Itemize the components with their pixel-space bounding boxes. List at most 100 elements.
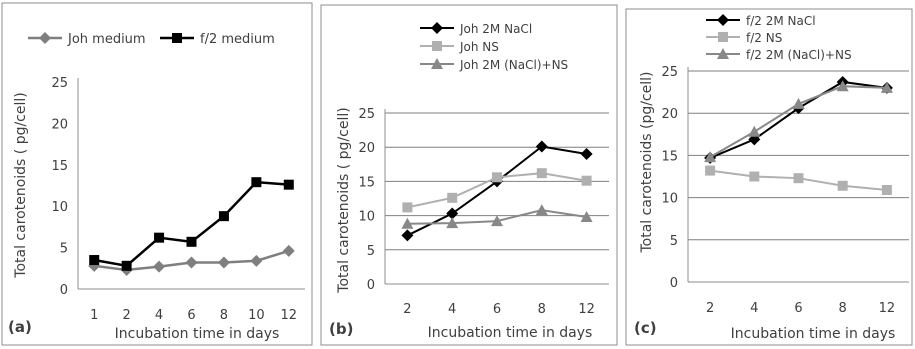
- y-tick-label: 20: [661, 107, 678, 122]
- data-point: [121, 260, 132, 271]
- y-tick-label: 20: [51, 117, 68, 132]
- data-point: [491, 215, 503, 227]
- data-point: [153, 260, 166, 273]
- data-point: [881, 185, 892, 196]
- y-tick-label: 10: [51, 200, 68, 215]
- x-tick-label: 12: [281, 308, 298, 323]
- legend-label: Joh 2M NaCl: [459, 22, 532, 36]
- x-tick-label: 6: [493, 302, 501, 317]
- x-tick-label: 8: [220, 308, 228, 323]
- data-point: [836, 80, 849, 92]
- y-tick-label: 0: [367, 278, 375, 293]
- data-point: [186, 236, 197, 247]
- y-tick-label: 5: [670, 234, 678, 249]
- data-point: [492, 172, 502, 183]
- legend-marker: [717, 48, 729, 59]
- data-point: [217, 256, 230, 269]
- x-tick-label: 8: [839, 301, 847, 316]
- y-tick-label: 0: [60, 283, 68, 298]
- data-point: [581, 175, 592, 186]
- data-point: [218, 211, 229, 222]
- data-point: [749, 171, 760, 182]
- data-point: [535, 140, 548, 153]
- legend-marker: [718, 32, 728, 42]
- legend-label: Joh medium: [67, 32, 146, 47]
- data-point: [705, 165, 716, 176]
- panel-label: (a): [8, 318, 32, 336]
- legend-marker: [39, 32, 51, 44]
- legend: Joh 2M NaCl Joh NS Joh 2M (NaCl)+NS: [420, 22, 568, 72]
- x-tick-label: 2: [123, 308, 131, 323]
- x-axis-title: Incubation time in days: [428, 325, 593, 341]
- legend-label: Joh NS: [459, 40, 499, 54]
- data-point: [446, 207, 459, 220]
- legend-marker: [432, 41, 442, 51]
- x-tick-label: 4: [750, 301, 758, 316]
- data-point: [154, 232, 165, 243]
- legend-marker: [717, 14, 729, 26]
- x-tick-label: 1: [90, 308, 98, 323]
- y-tick-label: 15: [358, 175, 375, 190]
- panel-frame: [320, 4, 618, 346]
- x-tick-label: 12: [578, 302, 595, 317]
- data-point: [401, 217, 414, 229]
- legend-label: f/2 NS: [746, 31, 782, 45]
- legend-label: Joh 2M (NaCl)+NS: [459, 58, 568, 72]
- data-point: [535, 204, 548, 216]
- legend: f/2 2M NaCl f/2 NS f/2 2M (NaCl)+NS: [706, 14, 852, 62]
- y-tick-label: 15: [661, 149, 678, 164]
- panel-frame: [1, 2, 313, 346]
- y-axis-title: Total carotenoids (pg/cell): [639, 71, 655, 253]
- y-tick-label: 25: [358, 107, 375, 122]
- y-tick-label: 10: [358, 210, 375, 225]
- y-tick-label: 15: [51, 159, 68, 174]
- legend-marker: [431, 22, 443, 34]
- legend-marker: [172, 33, 182, 43]
- data-point: [89, 255, 100, 266]
- data-point: [580, 148, 593, 161]
- data-point: [704, 151, 717, 163]
- x-tick-label: 8: [538, 302, 546, 317]
- x-axis-title: Incubation time in days: [115, 326, 280, 342]
- x-tick-label: 2: [706, 301, 714, 316]
- y-tick-label: 25: [661, 65, 678, 80]
- data-point: [748, 125, 761, 137]
- data-point: [250, 254, 263, 267]
- x-tick-label: 4: [155, 308, 163, 323]
- data-point: [880, 81, 893, 93]
- panel-label: (b): [329, 320, 353, 338]
- data-point: [837, 180, 848, 191]
- y-axis-title: Total carotenoids ( pg/cell): [336, 107, 352, 293]
- data-point: [446, 217, 459, 229]
- legend: Joh medium f/2 medium: [28, 32, 275, 47]
- x-tick-label: 6: [187, 308, 195, 323]
- legend-label: f/2 2M (NaCl)+NS: [746, 48, 852, 62]
- y-axis-title: Total carotenoids ( pg/cell): [13, 92, 29, 278]
- data-point: [793, 173, 804, 184]
- data-point: [283, 179, 294, 190]
- y-tick-label: 5: [60, 242, 68, 257]
- x-tick-label: 12: [879, 301, 896, 316]
- data-point: [792, 97, 805, 109]
- y-tick-label: 5: [367, 244, 375, 259]
- legend-marker: [431, 58, 443, 69]
- y-tick-label: 0: [670, 276, 678, 291]
- data-point: [401, 229, 414, 242]
- data-point: [447, 192, 458, 203]
- x-tick-label: 6: [794, 301, 802, 316]
- data-point: [580, 210, 593, 222]
- y-tick-label: 20: [358, 141, 375, 156]
- panel-label: (c): [634, 319, 657, 337]
- y-tick-label: 10: [661, 192, 678, 207]
- data-point: [185, 256, 198, 269]
- x-tick-label: 4: [448, 302, 456, 317]
- data-point: [282, 244, 295, 257]
- data-point: [251, 177, 262, 188]
- x-tick-label: 10: [248, 308, 265, 323]
- y-tick-label: 25: [51, 76, 68, 91]
- legend-label: f/2 2M NaCl: [746, 14, 816, 28]
- x-axis-title: Incubation time in days: [731, 326, 896, 342]
